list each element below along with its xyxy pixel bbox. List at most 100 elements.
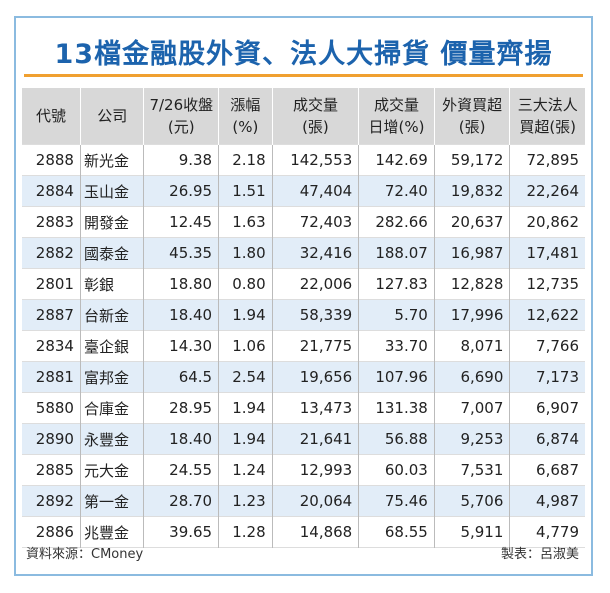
column-header: 公司 <box>79 88 144 145</box>
table-cell: 5.70 <box>358 299 435 331</box>
table-cell: 7,007 <box>433 392 510 424</box>
table-cell: 2834 <box>35 337 74 355</box>
title: 13檔金融股外資、法人大掃貨 價量齊揚 <box>54 39 553 70</box>
table-row: 2888 新光金 9.38 2.18 142,553 142.69 59,172 72,895 <box>22 144 585 176</box>
table-cell: 臺企銀 <box>79 330 144 362</box>
table-cell: 2.54 <box>218 361 273 393</box>
table-cell: 188.07 <box>358 237 435 269</box>
header-line: 買超(張) <box>519 118 577 136</box>
table-cell: 富邦金 <box>79 361 144 393</box>
table-cell: 12,828 <box>433 268 510 300</box>
header-line: 代號 <box>35 107 66 125</box>
column-header: 成交量 日增(%) <box>358 88 435 145</box>
table-cell: 21,775 <box>271 330 359 362</box>
table-cell: 2887 <box>22 299 81 331</box>
table-cell: 6,690 <box>433 361 510 393</box>
title-rule <box>24 74 583 77</box>
column-header: 代號 <box>22 88 81 145</box>
table-cell: 16,987 <box>433 237 510 269</box>
table-row: 2881 富邦金 64.5 2.54 19,656 107.96 6,690 7,173 <box>22 361 585 393</box>
table-cell: 8,071 <box>433 330 510 362</box>
table-cell: 131.38 <box>358 392 435 424</box>
table-cell: 2890 <box>22 423 81 455</box>
table-cell: 33.70 <box>358 330 435 362</box>
table-cell: 2884 <box>22 175 81 207</box>
table-cell: 第一金 <box>79 485 144 517</box>
table-cell: 1.80 <box>218 237 273 269</box>
table-cell: 22,264 <box>509 175 585 207</box>
table-cell: 142,553 <box>271 144 359 176</box>
table-cell: 2801 <box>35 275 74 293</box>
table-cell: 1.63 <box>218 206 273 238</box>
table-cell: 2883 <box>35 213 74 231</box>
table-cell: 17,996 <box>433 299 510 331</box>
table-cell: 6,874 <box>509 423 585 455</box>
table-cell: 47,404 <box>271 175 359 207</box>
table-cell: 13,473 <box>271 392 359 424</box>
table-cell: 0.80 <box>218 268 273 300</box>
table-cell: 127.83 <box>358 268 435 300</box>
table-row: 2886 兆豐金 39.65 1.28 14,868 68.55 5,911 4,779 <box>22 516 585 548</box>
table-cell: 21,641 <box>271 423 359 455</box>
table-cell: 14,868 <box>271 516 359 548</box>
header-line: (張) <box>302 118 329 136</box>
table-cell: 60.03 <box>358 454 435 486</box>
table-row: 2882 國泰金 45.35 1.80 32,416 188.07 16,987 17,481 <box>22 237 585 269</box>
table-row: 2887 台新金 18.40 1.94 58,339 5.70 17,996 12,622 <box>22 299 585 331</box>
header-line: 三大法人 <box>517 96 578 114</box>
author: 製表：呂淑美 <box>500 547 579 562</box>
table-cell: 7,173 <box>509 361 585 393</box>
table-cell: 72,895 <box>509 144 585 176</box>
table-cell: 1.51 <box>218 175 273 207</box>
table-cell: 7,531 <box>433 454 510 486</box>
header-line: 外資買超 <box>442 96 503 114</box>
table-row: 2801 彰銀 18.80 0.80 22,006 127.83 12,828 12,735 <box>22 268 585 300</box>
source: 資料來源：CMoney <box>26 547 144 562</box>
header-row: 代號 公司 7/26收盤 (元) 漲幅 (%) 成交量 (張) 成交量 日增(%) 外資買超 (張) 三… <box>22 88 585 145</box>
table-cell: 1.94 <box>218 299 273 331</box>
table-cell: 7,766 <box>509 330 585 362</box>
table-cell: 18.80 <box>143 268 219 300</box>
table-cell: 20,064 <box>271 485 359 517</box>
table-cell: 72,403 <box>271 206 359 238</box>
table-row: 2885 元大金 24.55 1.24 12,993 60.03 7,531 6,687 <box>22 454 585 486</box>
table-row: 2883 開發金 12.45 1.63 72,403 282.66 20,637 20,862 <box>22 206 585 238</box>
table-cell: 39.65 <box>143 516 219 548</box>
table-cell: 12,993 <box>271 454 359 486</box>
table-cell: 新光金 <box>79 144 144 176</box>
table-cell: 9,253 <box>433 423 510 455</box>
table-cell: 合庫金 <box>79 392 144 424</box>
table-cell: 28.95 <box>143 392 219 424</box>
table-cell: 2881 <box>22 361 81 393</box>
table-cell: 5,911 <box>433 516 510 548</box>
table-cell: 14.30 <box>143 330 219 362</box>
table-cell: 68.55 <box>358 516 435 548</box>
table-cell: 2892 <box>22 485 81 517</box>
table-cell: 國泰金 <box>79 237 144 269</box>
table-cell: 24.55 <box>143 454 219 486</box>
table-row: 5880 合庫金 28.95 1.94 13,473 131.38 7,007 6,907 <box>22 392 585 424</box>
header-line: 成交量 <box>292 96 338 114</box>
header-line: 日增(%) <box>368 118 425 136</box>
table-row: 2834 臺企銀 14.30 1.06 21,775 33.70 8,071 7,766 <box>22 330 585 362</box>
table-cell: 永豐金 <box>79 423 144 455</box>
table-cell: 142.69 <box>358 144 435 176</box>
table-cell: 56.88 <box>358 423 435 455</box>
table-cell: 2886 <box>35 523 74 541</box>
table-cell: 5880 <box>35 399 74 417</box>
header-line: 7/26收盤 <box>149 96 214 114</box>
data-table: 代號 公司 7/26收盤 (元) 漲幅 (%) 成交量 (張) 成交量 日增(%) 外資買超 (張) 三… <box>22 88 585 548</box>
header-line: 公司 <box>97 107 128 125</box>
table-cell: 5,706 <box>433 485 510 517</box>
table-cell: 2888 <box>35 151 74 169</box>
table-cell: 1.28 <box>218 516 273 548</box>
table-cell: 1.23 <box>218 485 273 517</box>
table-cell: 12,622 <box>509 299 585 331</box>
table-cell: 58,339 <box>271 299 359 331</box>
table-cell: 20,862 <box>509 206 585 238</box>
table-row: 2892 第一金 28.70 1.23 20,064 75.46 5,706 4,987 <box>22 485 585 517</box>
table-cell: 2.18 <box>218 144 273 176</box>
table-cell: 64.5 <box>143 361 219 393</box>
table-cell: 18.40 <box>143 299 219 331</box>
